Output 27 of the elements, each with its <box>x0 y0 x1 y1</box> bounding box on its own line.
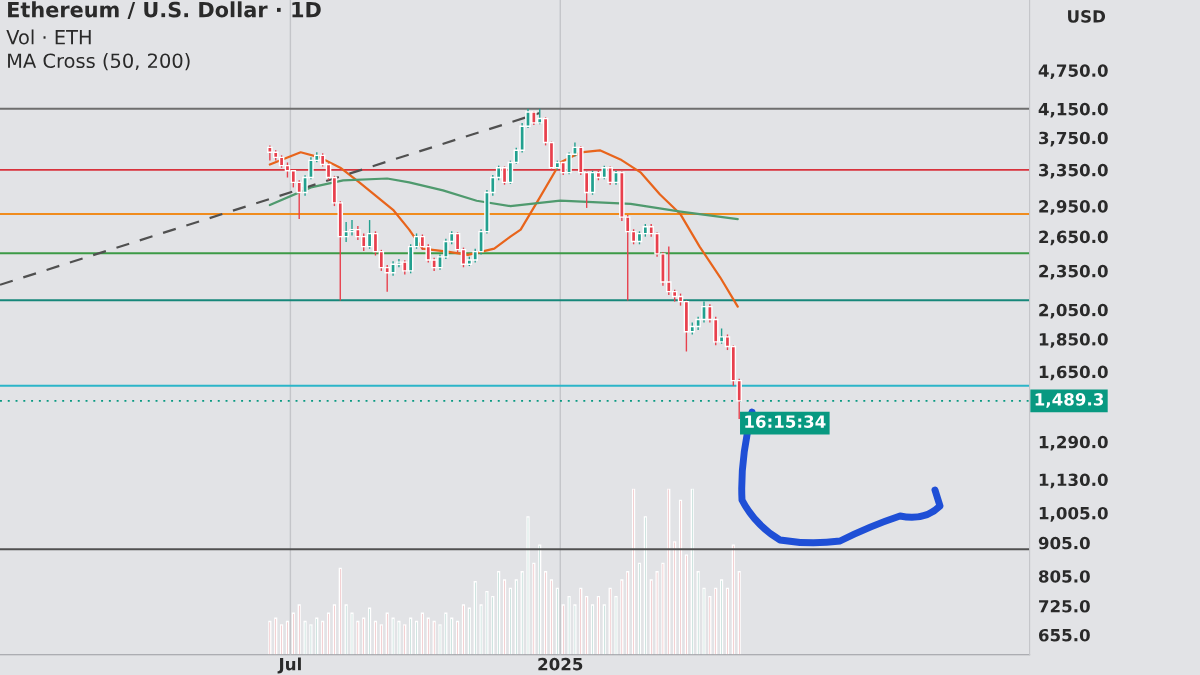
y-axis-title: USD <box>1068 10 1106 23</box>
annotation: 16:15:34 <box>745 415 826 428</box>
text: Vol · ETH <box>6 29 91 45</box>
y-tick-label: 1,650.0 <box>1039 365 1108 381</box>
y-tick-label: 4,750.0 <box>1038 64 1108 80</box>
y-tick-label: 4,150.0 <box>1038 102 1108 118</box>
y-tick-label: 725.0 <box>1039 599 1090 613</box>
y-tick-label: 1,850.0 <box>1039 333 1108 348</box>
annotation: MA Cross (50, 200) <box>8 53 190 71</box>
line-series <box>268 177 739 221</box>
ref-line-label: 1,489.3 <box>1035 393 1104 408</box>
x-tick-label: Jul <box>277 657 301 674</box>
y-tick-label: 805.0 <box>1038 570 1090 583</box>
y-tick-label: 1,130.0 <box>1039 473 1108 489</box>
y-tick-label: 3,750.0 <box>1039 131 1108 147</box>
x-tick-label: 2025 <box>538 657 583 671</box>
y-tick-label: 3,350.0 <box>1039 163 1108 179</box>
y-tick-label: 2,950.0 <box>1039 200 1108 215</box>
y-tick-label: 2,650.0 <box>1039 230 1108 246</box>
y-tick-label: 1,005.0 <box>1039 506 1108 522</box>
line-series <box>268 149 739 308</box>
y-tick-label: 905.0 <box>1038 536 1090 550</box>
y-tick-label: 655.0 <box>1038 628 1090 642</box>
chart-title: Ethereum / U.S. Dollar · 1D <box>8 1 321 20</box>
y-tick-label: 2,050.0 <box>1039 303 1108 319</box>
y-tick-label: 1,290.0 <box>1039 435 1108 451</box>
y-tick-label: 2,350.0 <box>1039 264 1108 280</box>
